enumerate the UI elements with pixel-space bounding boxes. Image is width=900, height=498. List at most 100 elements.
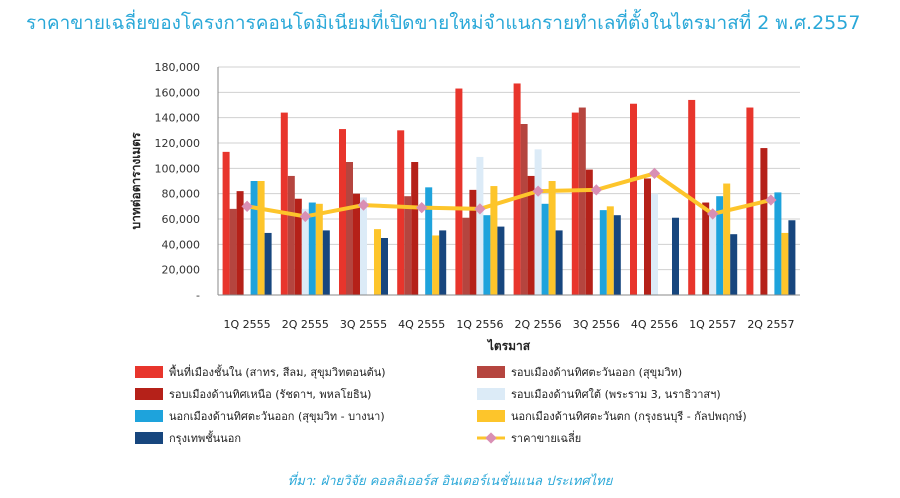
bar <box>439 230 447 295</box>
line-point <box>648 167 661 180</box>
bar <box>250 181 258 295</box>
line-point <box>357 199 370 211</box>
y-tick-label: 100,000 <box>155 162 201 175</box>
bar <box>606 206 614 295</box>
bar <box>760 148 768 295</box>
line-layer <box>241 167 777 223</box>
bar <box>280 112 288 295</box>
bar <box>257 181 265 295</box>
chart-canvas: - 20,000 40,000 60,000 80,000 100,000 120,000 1… <box>129 61 800 445</box>
bar <box>578 107 586 296</box>
bar <box>322 230 330 295</box>
bar <box>222 151 230 295</box>
bar <box>483 215 491 295</box>
bar <box>527 175 535 295</box>
y-tick-label: 60,000 <box>162 213 201 226</box>
axis-layer: - 20,000 40,000 60,000 80,000 100,000 120,000 1… <box>129 61 800 353</box>
legend-swatch <box>477 366 505 378</box>
series-line <box>246 171 772 219</box>
bar <box>746 107 754 296</box>
x-tick-label: 1Q 2557 <box>689 318 736 331</box>
x-tick-label: 2Q 2557 <box>747 318 794 331</box>
legend-swatch <box>135 388 163 400</box>
legend-label: รอบเมืองด้านทิศตะวันออก (สุขุมวิท) <box>511 366 682 379</box>
legend-label: รอบเมืองด้านทิศใต้ (พระราม 3, นราธิวาสฯ) <box>511 388 721 401</box>
line-point <box>765 194 777 206</box>
bar <box>294 198 302 295</box>
bar <box>702 202 710 295</box>
legend-swatch <box>477 410 505 422</box>
line-point <box>241 200 253 212</box>
source-note: ที่มา: ฝ่ายวิจัย คอลลิเออร์ส อินเตอร์เนช… <box>287 474 613 489</box>
line-point <box>707 208 719 220</box>
line-point <box>590 184 602 196</box>
x-axis-label: ไตรมาส <box>486 338 531 353</box>
bar <box>555 230 563 295</box>
y-tick-label: 120,000 <box>155 137 201 150</box>
x-tick-label: 4Q 2556 <box>631 318 678 331</box>
legend-item: รอบเมืองด้านทิศตะวันออก (สุขุมวิท) <box>477 366 682 379</box>
bar <box>469 189 477 295</box>
legend-label: พื้นที่เมืองชั้นใน (สาทร, สีลม, สุขุมวิท… <box>169 364 386 379</box>
bar <box>315 203 323 295</box>
bar <box>374 229 381 295</box>
bar <box>651 193 658 295</box>
bar <box>404 196 412 295</box>
bar <box>520 124 528 295</box>
x-tick-label: 2Q 2555 <box>282 318 329 331</box>
bar <box>381 238 388 295</box>
bar <box>541 203 549 295</box>
bar <box>630 103 637 295</box>
bar <box>781 232 789 295</box>
legend-swatch <box>135 410 163 422</box>
x-tick-label: 4Q 2555 <box>398 318 445 331</box>
bar <box>709 210 717 295</box>
bar <box>476 156 484 295</box>
bar <box>287 175 295 295</box>
x-tick-label: 2Q 2556 <box>515 318 562 331</box>
bar <box>425 187 433 295</box>
legend-swatch <box>135 432 163 444</box>
bar <box>716 196 724 295</box>
legend-item: นอกเมืองด้านทิศตะวันตก (กรุงธนบุรี - กัล… <box>477 410 747 423</box>
bar <box>455 88 463 296</box>
y-tick-label: 40,000 <box>162 238 201 251</box>
line-point <box>474 203 486 215</box>
bar <box>788 220 796 295</box>
legend-item: ราคาขายเฉลี่ย <box>477 430 581 445</box>
legend-swatch <box>135 366 163 378</box>
bar <box>548 181 556 295</box>
y-tick-label: 160,000 <box>155 86 201 99</box>
bar <box>534 149 542 295</box>
legend-item: กรุงเทพชั้นนอก <box>135 430 241 445</box>
bar <box>462 217 470 295</box>
y-tick-label: 20,000 <box>162 264 201 277</box>
y-tick-label: 180,000 <box>155 61 201 74</box>
line-point <box>532 185 544 197</box>
legend-marker <box>485 432 497 444</box>
bar <box>353 193 360 295</box>
bar <box>774 192 782 295</box>
bar <box>644 178 651 295</box>
bar <box>513 83 521 295</box>
bar <box>346 162 353 295</box>
legend-item: พื้นที่เมืองชั้นใน (สาทร, สีลม, สุขุมวิท… <box>135 364 386 379</box>
bar <box>730 234 738 295</box>
legend: พื้นที่เมืองชั้นใน (สาทร, สีลม, สุขุมวิท… <box>135 364 747 445</box>
x-tick-label: 3Q 2555 <box>340 318 387 331</box>
bar <box>360 197 367 295</box>
bar <box>599 210 607 295</box>
legend-label: กรุงเทพชั้นนอก <box>169 430 241 445</box>
legend-label: นอกเมืองด้านทิศตะวันออก (สุขุมวิท - บางน… <box>169 410 385 423</box>
legend-swatch <box>477 388 505 400</box>
bar <box>397 130 405 295</box>
bar <box>571 112 579 295</box>
bar <box>585 169 593 295</box>
legend-label: ราคาขายเฉลี่ย <box>511 430 581 445</box>
bar <box>301 208 309 295</box>
bar <box>432 235 440 295</box>
bar <box>613 215 621 295</box>
bar <box>308 202 316 295</box>
bar <box>490 186 498 295</box>
bar <box>339 129 346 295</box>
